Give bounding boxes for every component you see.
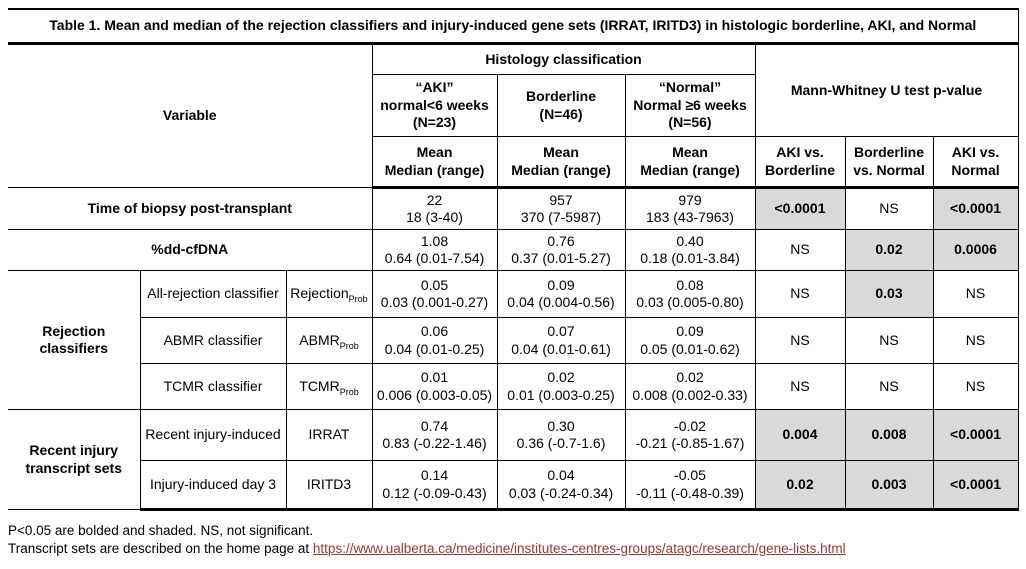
abbrev-subscript: Prob	[348, 294, 368, 305]
row-label: Time of biopsy post-transplant	[8, 187, 373, 230]
stat-header-normal: Mean Median (range)	[624, 136, 756, 189]
table-row: TCMR classifier TCMRProb 0.01 0.006 (0.0…	[8, 363, 1019, 410]
col-header-aki: “AKI” normal<6 weeks (N=23)	[372, 74, 498, 137]
footnote-transcript-sets-text: Transcript sets are described on the hom…	[8, 540, 313, 556]
col-header-normal: “Normal” Normal ≥6 weeks (N=56)	[624, 74, 756, 137]
table-row: Time of biopsy post-transplant 22 18 (3-…	[8, 187, 1019, 230]
value-cell-aki: 0.05 0.03 (0.001-0.27)	[371, 270, 498, 318]
pvalue-cell-aki-vs-normal: <0.0001	[932, 409, 1019, 461]
value-cell-aki: 22 18 (3-40)	[371, 187, 498, 230]
title-row: Table 1. Mean and median of the rejectio…	[8, 8, 1019, 45]
row-label: All-rejection classifier	[139, 270, 287, 318]
pvalue-cell-borderline-vs-normal: 0.03	[844, 270, 934, 318]
group-label-rejection-classifiers: Rejection classifiers	[8, 270, 141, 410]
row-label: %dd-cfDNA	[8, 229, 373, 271]
table-row: Rejection classifiers All-rejection clas…	[8, 270, 1019, 410]
pvalue-cell-borderline-vs-normal: NS	[844, 363, 934, 410]
value-cell-aki: 0.74 0.83 (-0.22-1.46)	[371, 409, 498, 461]
value-cell-normal: 979 183 (43-7963)	[624, 187, 756, 230]
stat-header-aki: Mean Median (range)	[372, 136, 498, 189]
value-cell-borderline: 0.07 0.04 (0.01-0.61)	[496, 317, 626, 364]
footnote-transcript-sets: Transcript sets are described on the hom…	[8, 540, 846, 558]
value-cell-aki: 1.08 0.64 (0.01-7.54)	[371, 229, 498, 271]
footnotes: P<0.05 are bolded and shaded. NS, not si…	[8, 522, 846, 557]
row-label: TCMR classifier	[140, 363, 287, 410]
table-row: Injury-induced day 3 IRITD3 0.14 0.12 (-…	[8, 460, 1019, 511]
pcol-header-borderline-vs-normal: Borderline vs. Normal	[844, 136, 934, 189]
value-cell-aki: 0.14 0.12 (-0.09-0.43)	[371, 460, 498, 511]
header-row-1: Variable Histology classification Mann-W…	[8, 43, 1019, 188]
pvalue-cell-borderline-vs-normal: NS	[844, 187, 934, 230]
pcol-header-aki-vs-borderline: AKI vs. Borderline	[754, 136, 846, 189]
value-cell-normal: -0.05 -0.11 (-0.48-0.39)	[624, 460, 756, 511]
pvalue-cell-borderline-vs-normal: 0.008	[844, 409, 934, 461]
pvalue-cell-aki-vs-normal: 0.0006	[932, 229, 1019, 271]
row-label: ABMR classifier	[140, 317, 287, 364]
pvalue-cell-borderline-vs-normal: 0.003	[844, 460, 934, 511]
col-header-mann-whitney: Mann-Whitney U test p-value	[754, 43, 1019, 137]
pvalue-cell-aki-vs-normal: <0.0001	[932, 460, 1019, 511]
table-row: %dd-cfDNA 1.08 0.64 (0.01-7.54) 0.76 0.3…	[8, 229, 1019, 271]
group-label-recent-injury-transcript-sets: Recent injury transcript sets	[8, 409, 141, 510]
pvalue-cell-aki-vs-normal: <0.0001	[932, 187, 1019, 230]
abbrev-base: TCMR	[299, 377, 340, 394]
row-label: Recent injury-induced	[139, 409, 287, 461]
abbrev-base: IRITD3	[306, 475, 352, 492]
col-header-histology-classification: Histology classification	[371, 43, 756, 75]
value-cell-normal: 0.08 0.03 (0.005-0.80)	[624, 270, 756, 318]
abbrev-subscript: Prob	[339, 386, 359, 397]
pvalue-cell-borderline-vs-normal: NS	[844, 317, 934, 364]
value-cell-borderline: 0.76 0.37 (0.01-5.27)	[496, 229, 626, 271]
pvalue-cell-aki-vs-borderline: 0.02	[754, 460, 846, 511]
abbrev-label: IRRAT	[285, 409, 373, 461]
pvalue-cell-aki-vs-borderline: NS	[754, 270, 846, 318]
value-cell-borderline: 0.02 0.01 (0.003-0.25)	[496, 363, 626, 410]
pvalue-cell-aki-vs-normal: NS	[932, 270, 1019, 318]
footnote-significance: P<0.05 are bolded and shaded. NS, not si…	[8, 523, 314, 538]
table1: Table 1. Mean and median of the rejectio…	[8, 8, 1019, 511]
header-row-3: Mean Median (range) Mean Median (range) …	[8, 136, 1019, 189]
table-row: ABMR classifier ABMRProb 0.06 0.04 (0.01…	[8, 317, 1019, 364]
abbrev-base: Rejection	[290, 285, 349, 302]
abbrev-label: RejectionProb	[285, 270, 373, 318]
pvalue-cell-aki-vs-normal: NS	[932, 363, 1019, 410]
stat-header-borderline: Mean Median (range)	[496, 136, 626, 189]
col-header-variable: Variable	[8, 43, 373, 188]
value-cell-normal: 0.02 0.008 (0.002-0.33)	[624, 363, 756, 410]
abbrev-label: TCMRProb	[285, 363, 373, 410]
row-label: Injury-induced day 3	[140, 460, 287, 511]
pvalue-cell-aki-vs-borderline: NS	[754, 363, 846, 410]
value-cell-borderline: 0.30 0.36 (-0.7-1.6)	[496, 409, 626, 461]
value-cell-borderline: 0.09 0.04 (0.004-0.56)	[496, 270, 626, 318]
pvalue-cell-borderline-vs-normal: 0.02	[844, 229, 934, 271]
pvalue-cell-aki-vs-borderline: NS	[754, 317, 846, 364]
value-cell-borderline: 0.04 0.03 (-0.24-0.34)	[496, 460, 626, 511]
table-row: Recent injury transcript sets Recent inj…	[8, 409, 1019, 510]
value-cell-borderline: 957 370 (7-5987)	[496, 187, 626, 230]
col-header-borderline: Borderline (N=46)	[496, 74, 626, 137]
gene-lists-link[interactable]: https://www.ualberta.ca/medicine/institu…	[312, 540, 846, 556]
pvalue-cell-aki-vs-normal: NS	[932, 317, 1019, 364]
value-cell-aki: 0.06 0.04 (0.01-0.25)	[371, 317, 498, 364]
pvalue-cell-aki-vs-borderline: NS	[754, 229, 846, 271]
abbrev-subscript: Prob	[339, 340, 359, 351]
value-cell-normal: 0.09 0.05 (0.01-0.62)	[624, 317, 756, 364]
pcol-header-aki-vs-normal: AKI vs. Normal	[932, 136, 1019, 189]
header-row-2: “AKI” normal<6 weeks (N=23) Borderline (…	[8, 74, 1018, 137]
value-cell-normal: -0.02 -0.21 (-0.85-1.67)	[624, 409, 756, 461]
abbrev-base: IRRAT	[308, 426, 350, 443]
table-container: Table 1. Mean and median of the rejectio…	[8, 8, 1019, 511]
pvalue-cell-aki-vs-borderline: <0.0001	[754, 187, 846, 230]
abbrev-label: IRITD3	[285, 460, 373, 511]
abbrev-label: ABMRProb	[285, 317, 373, 364]
value-cell-normal: 0.40 0.18 (0.01-3.84)	[624, 229, 756, 271]
abbrev-base: ABMR	[299, 331, 340, 348]
value-cell-aki: 0.01 0.006 (0.003-0.05)	[371, 363, 498, 410]
table-title: Table 1. Mean and median of the rejectio…	[8, 8, 1019, 45]
pvalue-cell-aki-vs-borderline: 0.004	[754, 409, 846, 461]
